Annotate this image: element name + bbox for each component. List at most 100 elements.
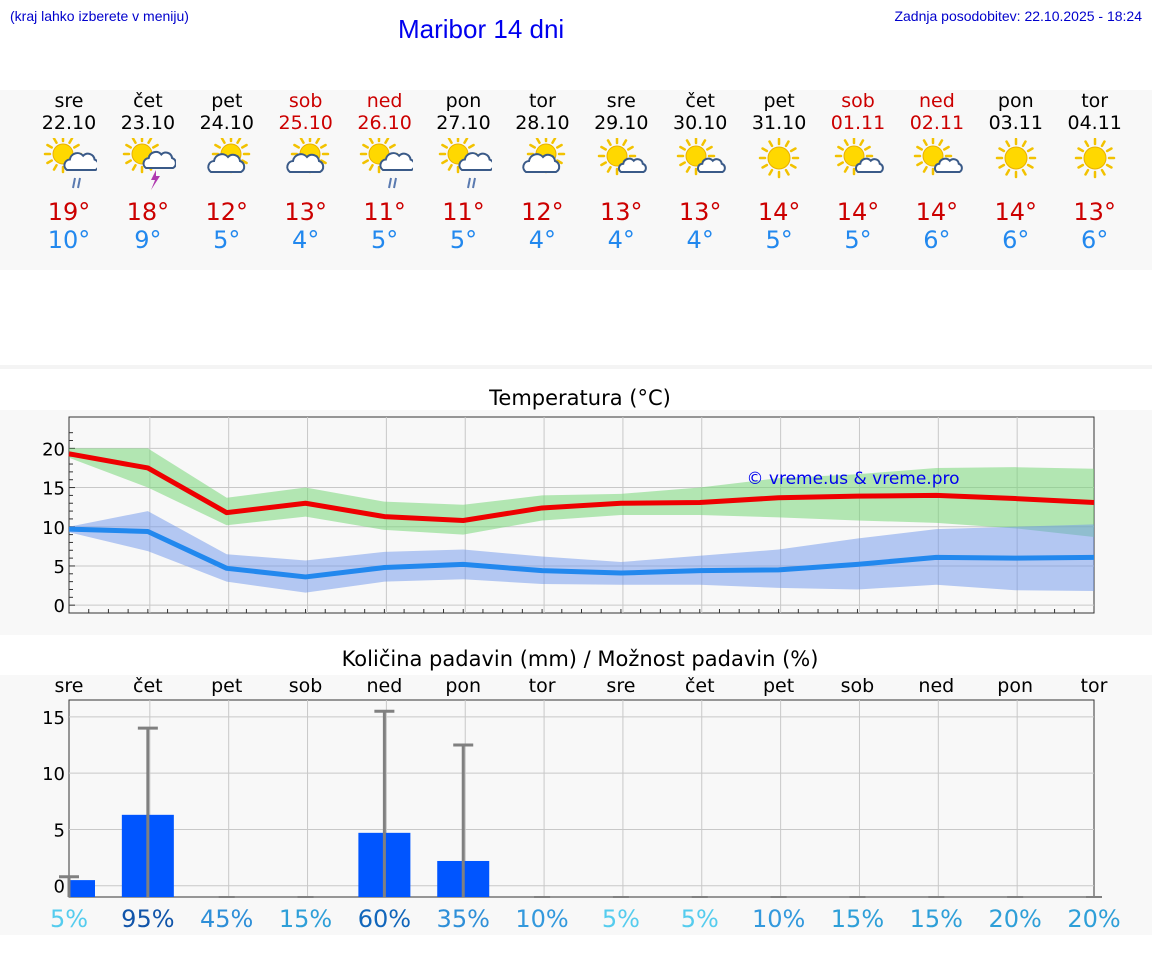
day-forecast: pon 27.10 11° 5°	[424, 90, 504, 254]
cloud-shape	[286, 153, 324, 173]
day-forecast: tor 28.10 12° 4°	[502, 90, 582, 254]
precip-probability: 15%	[279, 905, 332, 933]
y-tick-label: 10	[42, 764, 65, 785]
sun-icon	[758, 138, 800, 179]
sun-cloud-thunder-icon	[122, 138, 176, 190]
precip-probability: 35%	[437, 905, 490, 933]
sun-icon	[995, 138, 1037, 179]
precip-bar	[69, 880, 95, 897]
day-forecast: pon 03.11 14° 6°	[976, 90, 1056, 254]
y-tick-label: 15	[42, 479, 65, 500]
temp-min: 5°	[765, 226, 793, 254]
sun-cloud-rain-icon	[438, 138, 492, 189]
cloud-shape	[379, 152, 413, 171]
day-label: tor	[1081, 675, 1108, 697]
day-name: ned	[366, 90, 403, 112]
day-forecast: sob 01.11 14° 5°	[818, 90, 898, 254]
day-date: 24.10	[199, 112, 254, 134]
temp-max: 13°	[1073, 198, 1116, 226]
sun-cloud-icon	[522, 138, 566, 174]
sun-cloud-icon	[207, 138, 251, 174]
day-label: tor	[529, 675, 556, 697]
precip-probability: 45%	[200, 905, 253, 933]
sun-small-cloud-icon	[913, 138, 963, 176]
day-forecast: sob 25.10 13° 4°	[266, 90, 346, 254]
y-tick-label: 10	[42, 518, 65, 539]
precip-probability: 10%	[515, 905, 568, 933]
cloud-shape	[618, 157, 648, 173]
temp-max: 14°	[757, 198, 801, 226]
day-forecast: pet 31.10 14° 5°	[739, 90, 819, 254]
temp-max: 14°	[915, 198, 959, 226]
day-name: čet	[133, 90, 163, 112]
y-tick-label: 5	[54, 557, 65, 578]
temp-min: 4°	[686, 226, 714, 254]
y-tick-label: 15	[42, 708, 65, 729]
day-name: pon	[445, 90, 482, 112]
day-name: pet	[763, 90, 795, 112]
precip-probability: 20%	[988, 905, 1041, 933]
precip-probability: 95%	[121, 905, 174, 933]
sun-small-cloud-icon	[598, 138, 648, 176]
precip-probability: 15%	[831, 905, 884, 933]
day-label: ned	[366, 675, 402, 697]
precipitation-chart-title: Količina padavin (mm) / Možnost padavin …	[341, 647, 819, 671]
temp-max: 12°	[521, 198, 564, 226]
day-forecast: čet 30.10 13° 4°	[660, 90, 740, 254]
day-forecast: sre 29.10 13° 4°	[581, 90, 661, 254]
sun-shape	[598, 138, 637, 176]
cloud-shape	[933, 157, 963, 173]
y-tick-label: 20	[42, 439, 65, 460]
day-date: 27.10	[436, 112, 491, 134]
day-name: pet	[211, 90, 243, 112]
temp-min: 5°	[449, 226, 478, 254]
day-forecast: tor 04.11 13° 6°	[1055, 90, 1135, 254]
temp-max: 19°	[47, 198, 91, 226]
precip-probability: 20%	[1067, 905, 1120, 933]
sun-small-cloud-icon	[834, 138, 884, 176]
cloud-shape	[697, 157, 727, 173]
temp-min: 4°	[607, 226, 635, 254]
divider	[0, 365, 1152, 369]
day-name: tor	[528, 90, 556, 112]
day-label: sre	[55, 675, 84, 697]
day-date: 25.10	[278, 112, 333, 134]
day-date: 02.11	[909, 112, 965, 134]
precip-probability: 5%	[681, 905, 719, 933]
day-label: pon	[445, 675, 481, 697]
temp-max: 11°	[442, 198, 485, 226]
day-forecast: čet 23.10 18° 9°	[108, 90, 188, 254]
temp-min: 4°	[528, 226, 557, 254]
temp-min: 5°	[370, 226, 399, 254]
day-label: ned	[918, 675, 954, 697]
y-tick-label: 0	[54, 596, 65, 617]
daily-forecast-strip: sre 22.10 19° 10° čet 23.10 18° 9° pet 24.10 12° 5°…	[0, 90, 1152, 270]
precip-probability: 5%	[50, 905, 88, 933]
range-band	[69, 448, 1094, 537]
cloud-shape	[142, 150, 176, 169]
temp-min: 6°	[923, 226, 951, 254]
day-label: sre	[606, 675, 635, 697]
day-name: čet	[685, 90, 715, 112]
day-date: 26.10	[357, 112, 412, 134]
temp-min: 6°	[1002, 226, 1030, 254]
day-date: 30.10	[672, 112, 728, 134]
temperature-chart: 0 5 10 15 20 © vreme.us & vreme.pro	[42, 416, 1095, 617]
location-hint: (kraj lahko izberete v meniju)	[10, 8, 189, 24]
sun-cloud-rain-icon	[359, 138, 413, 189]
day-label: pet	[763, 675, 794, 697]
sun-icon	[1074, 138, 1115, 179]
day-name: sob	[841, 90, 875, 112]
precip-probability: 60%	[358, 905, 411, 933]
temp-max: 13°	[284, 198, 327, 226]
min-temp-line	[68, 526, 1095, 580]
temp-max: 11°	[363, 198, 406, 226]
sun-cloud-icon	[286, 138, 329, 174]
day-date: 04.11	[1067, 112, 1122, 134]
plot-area	[68, 699, 1095, 898]
page-title: Maribor 14 dni	[398, 14, 565, 44]
day-date: 03.11	[988, 112, 1043, 134]
day-name: ned	[918, 90, 955, 112]
temp-min: 5°	[213, 226, 241, 254]
day-forecast: pet 24.10 12° 5°	[187, 90, 267, 254]
